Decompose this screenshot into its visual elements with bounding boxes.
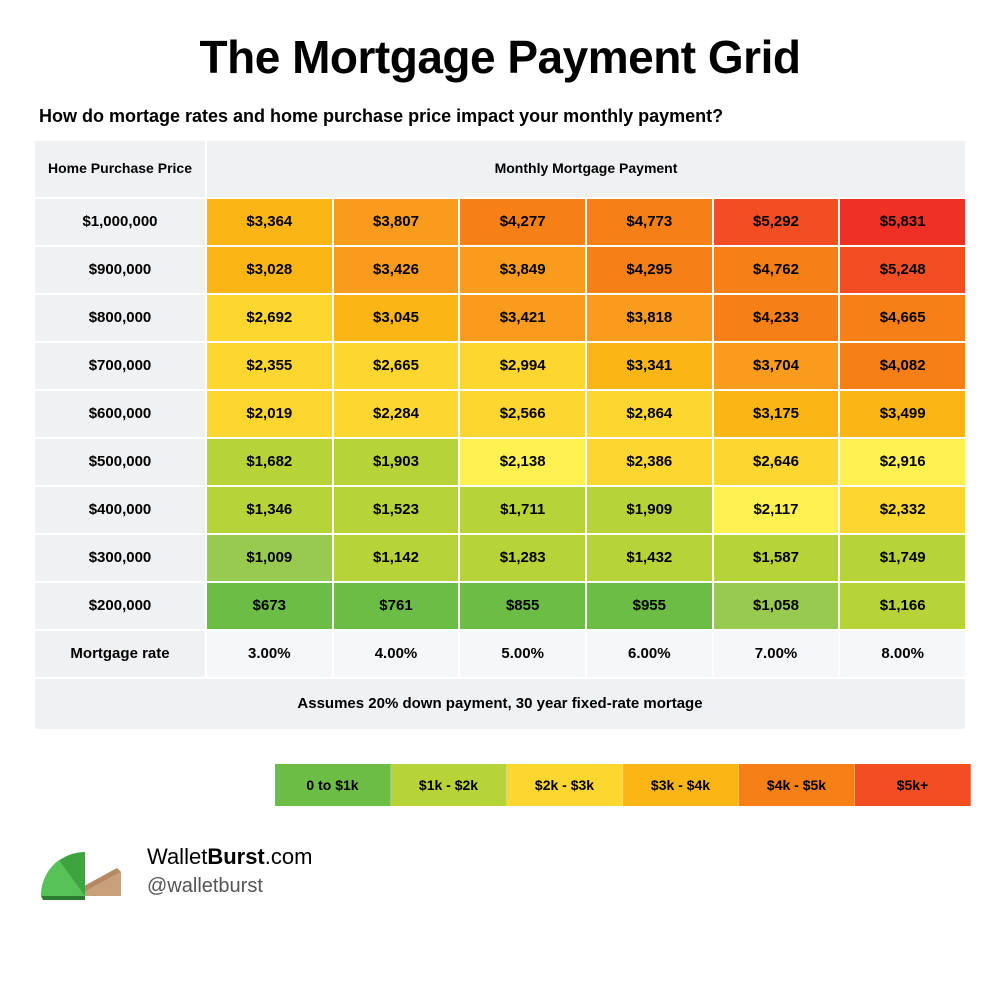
payment-cell: $3,341 [587,343,712,389]
price-label: $900,000 [35,247,205,293]
legend-swatch: $3k - $4k [623,764,739,806]
brand-text: WalletBurst.com @walletburst [147,841,312,902]
brand-suffix: .com [265,844,313,869]
payment-cell: $5,292 [714,199,839,245]
price-label: $800,000 [35,295,205,341]
price-label: $200,000 [35,583,205,629]
header-price: Home Purchase Price [35,141,205,197]
payment-cell: $4,233 [714,295,839,341]
payment-cell: $2,646 [714,439,839,485]
payment-cell: $1,166 [840,583,965,629]
mortgage-rate-value: 4.00% [334,631,459,677]
assumption-note: Assumes 20% down payment, 30 year fixed-… [35,679,965,729]
payment-cell: $1,009 [207,535,332,581]
payment-cell: $1,749 [840,535,965,581]
payment-cell: $2,117 [714,487,839,533]
payment-cell: $1,346 [207,487,332,533]
payment-cell: $4,082 [840,343,965,389]
payment-cell: $3,421 [460,295,585,341]
payment-cell: $3,849 [460,247,585,293]
payment-cell: $2,355 [207,343,332,389]
payment-cell: $1,523 [334,487,459,533]
payment-cell: $1,283 [460,535,585,581]
payment-cell: $1,682 [207,439,332,485]
payment-cell: $4,665 [840,295,965,341]
payment-cell: $4,762 [714,247,839,293]
footer: WalletBurst.com @walletburst [35,834,1000,908]
payment-cell: $5,248 [840,247,965,293]
payment-cell: $673 [207,583,332,629]
payment-cell: $2,138 [460,439,585,485]
payment-cell: $2,665 [334,343,459,389]
payment-cell: $2,386 [587,439,712,485]
mortgage-rate-value: 5.00% [460,631,585,677]
payment-cell: $3,704 [714,343,839,389]
header-payment: Monthly Mortgage Payment [207,141,965,197]
payment-grid: Home Purchase PriceMonthly Mortgage Paym… [35,141,965,729]
price-label: $1,000,000 [35,199,205,245]
legend-swatch: $4k - $5k [739,764,855,806]
page-title: The Mortgage Payment Grid [35,30,965,84]
payment-cell: $1,432 [587,535,712,581]
payment-cell: $855 [460,583,585,629]
price-label: $700,000 [35,343,205,389]
brand-handle: @walletburst [147,872,312,901]
payment-cell: $1,058 [714,583,839,629]
payment-cell: $1,587 [714,535,839,581]
legend-swatch: $2k - $3k [507,764,623,806]
brand-bold: Burst [207,844,264,869]
mortgage-rate-value: 8.00% [840,631,965,677]
payment-cell: $1,903 [334,439,459,485]
payment-cell: $4,773 [587,199,712,245]
legend-swatch: $1k - $2k [391,764,507,806]
mortgage-rate-value: 6.00% [587,631,712,677]
payment-cell: $2,916 [840,439,965,485]
payment-cell: $2,994 [460,343,585,389]
payment-cell: $2,332 [840,487,965,533]
payment-cell: $761 [334,583,459,629]
price-label: $500,000 [35,439,205,485]
payment-cell: $2,019 [207,391,332,437]
payment-cell: $4,295 [587,247,712,293]
mortgage-rate-value: 3.00% [207,631,332,677]
payment-cell: $2,284 [334,391,459,437]
payment-cell: $2,566 [460,391,585,437]
payment-cell: $2,864 [587,391,712,437]
payment-cell: $4,277 [460,199,585,245]
legend-swatch: 0 to $1k [275,764,391,806]
payment-cell: $3,364 [207,199,332,245]
price-label: $600,000 [35,391,205,437]
payment-cell: $5,831 [840,199,965,245]
mortgage-rate-value: 7.00% [714,631,839,677]
payment-cell: $3,175 [714,391,839,437]
mortgage-rate-label: Mortgage rate [35,631,205,677]
payment-cell: $3,045 [334,295,459,341]
color-legend: 0 to $1k$1k - $2k$2k - $3k$3k - $4k$4k -… [275,764,965,806]
page-subtitle: How do mortage rates and home purchase p… [39,106,965,127]
payment-cell: $3,028 [207,247,332,293]
walletburst-logo-icon [35,834,129,908]
payment-cell: $3,426 [334,247,459,293]
price-label: $300,000 [35,535,205,581]
payment-cell: $1,909 [587,487,712,533]
payment-cell: $1,711 [460,487,585,533]
payment-cell: $3,818 [587,295,712,341]
payment-cell: $3,499 [840,391,965,437]
legend-swatch: $5k+ [855,764,971,806]
payment-cell: $955 [587,583,712,629]
price-label: $400,000 [35,487,205,533]
payment-cell: $1,142 [334,535,459,581]
payment-cell: $3,807 [334,199,459,245]
payment-cell: $2,692 [207,295,332,341]
brand-prefix: Wallet [147,844,207,869]
